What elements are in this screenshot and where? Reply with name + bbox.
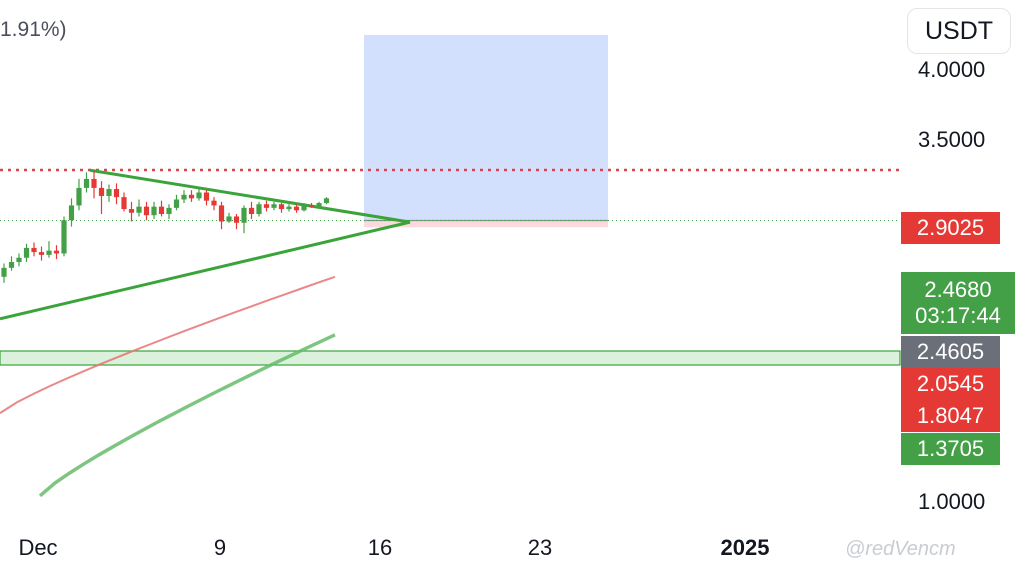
watermark: @redVencm	[845, 538, 956, 560]
candle-body	[16, 257, 22, 263]
x-tick-9: 9	[213, 535, 227, 560]
price-change-percent: 1.91%)	[0, 18, 67, 41]
candle-body	[241, 207, 247, 223]
candle-body	[143, 206, 150, 216]
candle-body	[113, 189, 120, 198]
candle-body	[316, 203, 322, 207]
candle-body	[293, 206, 300, 211]
candle-body	[308, 205, 315, 207]
candle-body	[23, 247, 30, 258]
candle-body	[226, 216, 232, 222]
candle-body	[256, 204, 262, 214]
x-tick-16: 16	[367, 535, 393, 560]
target-zone	[364, 35, 608, 221]
candle-body	[218, 205, 225, 222]
support-zone	[0, 350, 901, 366]
candle-body	[203, 192, 210, 201]
candle-body	[188, 194, 195, 199]
candle-body	[53, 250, 60, 254]
y-tick-1: 1.0000	[918, 489, 986, 514]
candle-body	[166, 207, 172, 214]
triangle-lower-line	[0, 220, 411, 321]
candle-body	[286, 206, 292, 210]
candle-body	[1, 267, 7, 277]
x-tick-dec: Dec	[18, 535, 58, 560]
candle-body	[91, 178, 97, 188]
candle-body	[136, 206, 142, 213]
ma-red-price-label: 2.0545	[901, 368, 1000, 400]
candle-body	[151, 206, 157, 216]
candle-body	[278, 204, 285, 210]
y-tick-4: 4.0000	[918, 57, 986, 82]
resistance-price-label: 2.9025	[901, 212, 1000, 244]
stop-zone	[364, 220, 608, 228]
candle-body	[301, 205, 307, 211]
candle-body	[211, 200, 217, 206]
candle-countdown: 03:17:44	[915, 303, 1001, 328]
x-tick-23: 23	[527, 535, 553, 560]
last-price-label: 2.4680 03:17:44	[901, 272, 1015, 334]
candle-body	[98, 187, 105, 196]
ma-mid-price-label: 1.8047	[901, 400, 1000, 432]
ma-green-price-label: 1.3705	[901, 433, 1000, 465]
candle-body	[76, 187, 82, 206]
candle-body	[46, 250, 52, 255]
candle-body	[68, 205, 75, 221]
x-tick-2025: 2025	[720, 535, 770, 560]
candle-body	[106, 189, 112, 196]
candle-body	[8, 262, 15, 268]
candle-body	[233, 216, 240, 223]
triangle-upper-line	[89, 168, 411, 224]
candle-body	[61, 220, 67, 254]
candle-body	[196, 192, 202, 199]
candle-body	[181, 194, 187, 200]
moving-average-red	[0, 275, 336, 414]
candle-body	[83, 178, 90, 188]
candle-body	[38, 252, 45, 255]
y-tick-3-5: 3.5000	[918, 127, 986, 152]
support-price-label: 2.4605	[901, 336, 1000, 368]
candle-body	[121, 197, 127, 210]
last-price-value: 2.4680	[924, 277, 992, 302]
candle-body	[323, 198, 330, 204]
moving-average-green	[38, 333, 336, 498]
candle-body	[263, 204, 270, 208]
candle-body	[173, 199, 180, 208]
candle-body	[158, 206, 165, 214]
candle-body	[128, 209, 135, 213]
candle-body	[248, 207, 255, 214]
candle-body	[271, 204, 277, 208]
currency-selector[interactable]: USDT	[907, 8, 1011, 54]
candle-body	[31, 247, 37, 253]
